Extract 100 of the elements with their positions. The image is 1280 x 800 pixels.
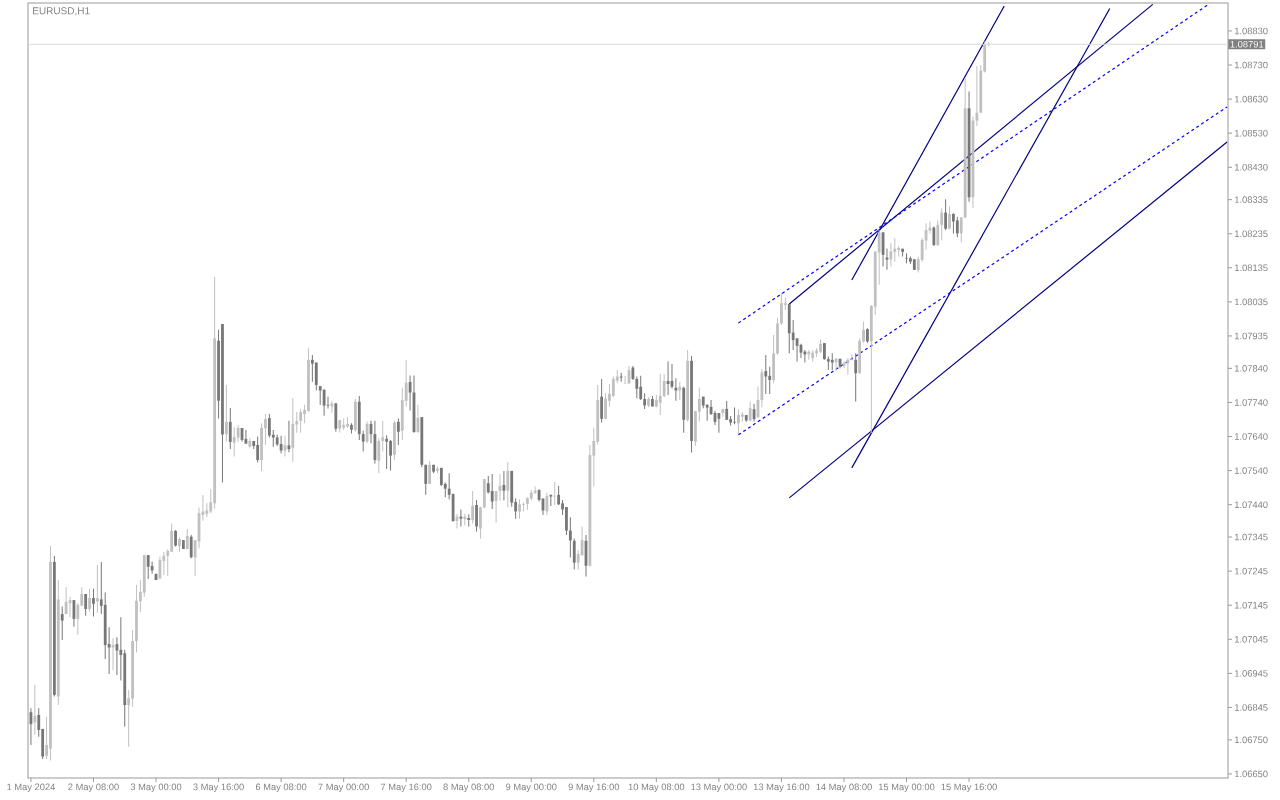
y-tick-label: 1.08830: [1234, 27, 1268, 35]
candlestick: [322, 388, 326, 417]
x-tick-label: 9 May 16:00: [568, 783, 620, 793]
candlestick: [748, 400, 752, 423]
x-tick-label: 1 May 2024: [7, 783, 56, 793]
candlestick: [232, 426, 236, 458]
candlestick: [506, 461, 510, 508]
candlestick: [385, 434, 389, 470]
x-tick-label: 8 May 08:00: [443, 783, 495, 793]
y-tick-label: 1.06750: [1234, 736, 1268, 744]
x-tick-label: 15 May 16:00: [941, 783, 997, 793]
y-tick-label: 1.08530: [1234, 129, 1268, 137]
y-tick-label: 1.06945: [1234, 670, 1268, 677]
candlestick: [502, 470, 506, 502]
y-tick-label: 1.07840: [1234, 365, 1268, 372]
candlestick: [557, 485, 561, 506]
candlestick: [377, 437, 381, 474]
candlestick: [955, 216, 959, 238]
y-tick-label: 1.08335: [1234, 196, 1268, 203]
candlestick: [658, 373, 662, 416]
candlestick: [932, 226, 936, 247]
candlestick: [791, 319, 795, 351]
candlestick: [224, 384, 228, 443]
x-tick-label: 7 May 16:00: [380, 783, 432, 793]
y-tick-label: 1.08235: [1234, 230, 1268, 238]
candlestick: [846, 357, 850, 376]
chart-title: EURUSD,H1: [33, 7, 90, 16]
y-tick-label: 1.07640: [1234, 433, 1268, 440]
y-tick-label: 1.07540: [1234, 467, 1268, 474]
y-tick-label: 1.08135: [1234, 264, 1268, 272]
y-tick-label: 1.07245: [1234, 567, 1268, 575]
y-tick-label: 1.07145: [1234, 601, 1268, 609]
y-tick-label: 1.06650: [1234, 770, 1268, 778]
candlestick: [264, 413, 267, 446]
candlestick: [381, 420, 385, 452]
candlestick: [737, 408, 740, 435]
candlestick: [662, 373, 666, 398]
candlestick: [604, 392, 607, 420]
y-tick-label: 1.08430: [1234, 163, 1268, 171]
candlestick: [92, 588, 95, 617]
candlestick: [780, 292, 783, 326]
x-tick-label: 13 May 00:00: [691, 783, 747, 793]
x-tick-label: 14 May 08:00: [816, 783, 872, 793]
candlestick: [611, 376, 615, 398]
candlestick: [88, 588, 91, 613]
candlestick: [952, 212, 955, 234]
candlestick: [33, 684, 37, 736]
candlestick: [60, 606, 64, 641]
y-tick-label: 1.07345: [1234, 533, 1268, 541]
x-tick-label: 3 May 16:00: [193, 783, 244, 793]
candlestick: [291, 397, 295, 463]
candlestick: [893, 237, 897, 263]
candlestick: [572, 537, 576, 570]
candlestick: [565, 506, 568, 536]
y-tick-label: 1.07440: [1234, 501, 1268, 508]
candlestick: [365, 421, 369, 444]
candlestick: [490, 473, 494, 510]
x-tick-label: 9 May 00:00: [506, 783, 557, 793]
candlestick: [545, 492, 549, 516]
candlestick: [518, 498, 521, 520]
y-tick-label: 1.08630: [1234, 95, 1268, 103]
candlestick: [862, 321, 865, 343]
candlestick: [299, 408, 303, 434]
x-tick-label: 2 May 08:00: [68, 783, 119, 793]
candlestick: [936, 219, 940, 247]
candlestick: [600, 378, 604, 424]
candlestick: [889, 242, 893, 267]
x-tick-label: 6 May 08:00: [255, 783, 307, 793]
candlestick: [725, 400, 729, 421]
candlestick: [428, 460, 432, 485]
candlestick: [95, 564, 99, 614]
candlestick: [64, 586, 68, 615]
candlestick: [424, 464, 428, 496]
candlestick: [146, 554, 150, 580]
candlestick: [940, 207, 944, 242]
candlestick: [256, 436, 260, 463]
candlestick: [361, 430, 365, 452]
candlestick: [639, 375, 643, 401]
candlestick: [764, 354, 768, 395]
x-tick-label: 3 May 00:00: [130, 783, 182, 793]
candlestick: [267, 413, 271, 439]
candlestick: [162, 551, 166, 576]
y-tick-label: 1.07045: [1234, 636, 1268, 643]
x-tick-label: 7 May 00:00: [318, 783, 369, 793]
candlestick: [170, 522, 174, 553]
x-tick-label: 15 May 00:00: [878, 783, 935, 793]
candlestick: [854, 352, 858, 402]
candlestick: [189, 534, 193, 559]
candlestick: [905, 252, 908, 264]
y-tick-label: 1.08730: [1234, 61, 1268, 69]
candlestick: [310, 354, 314, 383]
y-tick-label: 1.06845: [1234, 704, 1268, 711]
candlestick: [279, 435, 283, 454]
ref-line-label: 1.08791: [1230, 40, 1264, 48]
candlestick: [396, 417, 400, 446]
candlestick: [768, 366, 772, 395]
y-tick-label: 1.07935: [1234, 332, 1268, 340]
x-tick-label: 13 May 16:00: [753, 783, 810, 793]
x-tick-label: 10 May 08:00: [628, 783, 685, 793]
candlestick: [389, 439, 392, 472]
